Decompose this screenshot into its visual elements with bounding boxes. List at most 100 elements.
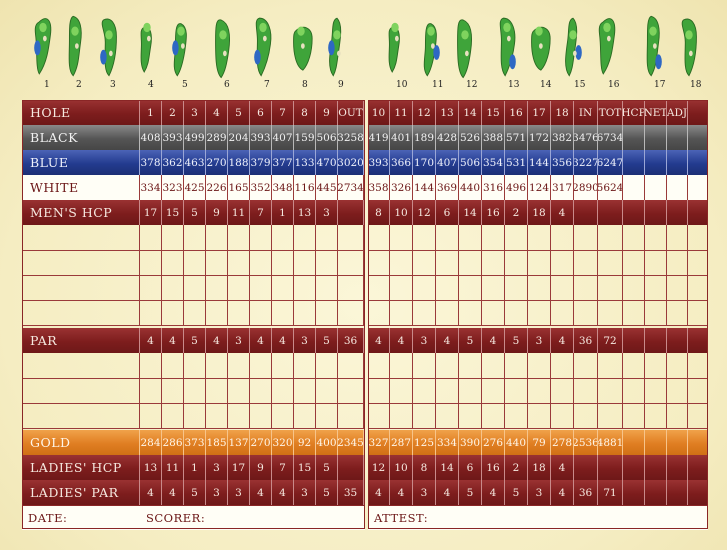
score-cell[interactable] — [206, 250, 228, 275]
score-cell[interactable] — [338, 378, 364, 403]
score-entry-row[interactable] — [368, 300, 708, 326]
score-cell[interactable] — [598, 353, 623, 378]
score-cell[interactable] — [184, 353, 206, 378]
score-cell[interactable] — [250, 250, 272, 275]
score-cell[interactable] — [316, 250, 338, 275]
score-cell[interactable] — [598, 275, 623, 300]
score-cell[interactable] — [623, 175, 645, 200]
score-cell[interactable] — [413, 353, 436, 378]
score-entry-row[interactable] — [368, 275, 708, 301]
score-cell[interactable] — [667, 480, 688, 505]
score-cell[interactable] — [623, 225, 645, 250]
score-cell[interactable] — [528, 300, 551, 325]
score-cell[interactable] — [598, 200, 623, 225]
score-cell[interactable] — [667, 225, 688, 250]
score-cell[interactable] — [645, 403, 667, 428]
score-cell[interactable] — [528, 250, 551, 275]
score-cell[interactable] — [667, 150, 688, 175]
score-entry-row[interactable] — [22, 250, 365, 276]
score-cell[interactable] — [528, 225, 551, 250]
score-cell[interactable] — [338, 275, 364, 300]
score-cell[interactable] — [598, 403, 623, 428]
score-cell[interactable] — [250, 275, 272, 300]
score-cell[interactable] — [250, 353, 272, 378]
score-cell[interactable] — [667, 430, 688, 455]
score-cell[interactable] — [645, 150, 667, 175]
score-cell[interactable] — [338, 403, 364, 428]
score-cell[interactable] — [505, 353, 528, 378]
score-cell[interactable] — [667, 455, 688, 480]
score-cell[interactable] — [528, 403, 551, 428]
score-cell[interactable] — [368, 275, 390, 300]
score-cell[interactable] — [623, 455, 645, 480]
score-cell[interactable] — [667, 200, 688, 225]
score-cell[interactable] — [623, 275, 645, 300]
score-cell[interactable] — [598, 378, 623, 403]
score-cell[interactable] — [623, 300, 645, 325]
score-cell[interactable] — [228, 378, 250, 403]
score-cell[interactable] — [338, 250, 364, 275]
score-cell[interactable] — [645, 378, 667, 403]
score-cell[interactable] — [574, 378, 598, 403]
row-label[interactable] — [22, 300, 140, 325]
score-cell[interactable] — [551, 378, 574, 403]
score-cell[interactable] — [184, 378, 206, 403]
score-cell[interactable] — [184, 300, 206, 325]
score-cell[interactable] — [667, 378, 688, 403]
score-cell[interactable] — [294, 275, 316, 300]
score-cell[interactable] — [574, 200, 598, 225]
score-cell[interactable] — [140, 225, 162, 250]
score-cell[interactable] — [272, 378, 294, 403]
score-cell[interactable] — [623, 378, 645, 403]
score-cell[interactable] — [316, 300, 338, 325]
score-cell[interactable] — [623, 480, 645, 505]
score-cell[interactable] — [505, 378, 528, 403]
score-cell[interactable] — [551, 225, 574, 250]
score-cell[interactable] — [338, 200, 364, 225]
score-entry-row[interactable] — [368, 353, 708, 379]
score-cell[interactable] — [272, 250, 294, 275]
score-cell[interactable] — [667, 353, 688, 378]
score-cell[interactable] — [482, 250, 505, 275]
score-cell[interactable] — [294, 300, 316, 325]
score-cell[interactable] — [667, 403, 688, 428]
score-entry-row[interactable] — [22, 275, 365, 301]
score-cell[interactable] — [598, 455, 623, 480]
score-cell[interactable] — [390, 225, 413, 250]
score-cell[interactable] — [368, 225, 390, 250]
score-cell[interactable] — [436, 300, 459, 325]
score-cell[interactable] — [228, 300, 250, 325]
scorer-field[interactable]: SCORER: — [146, 511, 206, 525]
score-cell[interactable] — [436, 378, 459, 403]
score-entry-row[interactable] — [368, 403, 708, 429]
score-cell[interactable] — [390, 300, 413, 325]
score-entry-row[interactable] — [368, 250, 708, 276]
score-cell[interactable] — [436, 403, 459, 428]
score-entry-row[interactable] — [22, 378, 365, 404]
score-cell[interactable] — [574, 403, 598, 428]
score-cell[interactable] — [272, 275, 294, 300]
score-cell[interactable] — [645, 480, 667, 505]
score-cell[interactable] — [140, 250, 162, 275]
score-cell[interactable] — [228, 275, 250, 300]
score-cell[interactable] — [459, 225, 482, 250]
score-cell[interactable] — [459, 300, 482, 325]
score-cell[interactable] — [206, 275, 228, 300]
score-cell[interactable] — [316, 353, 338, 378]
score-cell[interactable] — [368, 378, 390, 403]
attest-field[interactable]: ATTEST: — [374, 511, 429, 525]
score-cell[interactable] — [206, 225, 228, 250]
score-cell[interactable] — [316, 225, 338, 250]
score-cell[interactable] — [645, 328, 667, 353]
score-cell[interactable] — [645, 300, 667, 325]
score-cell[interactable] — [390, 403, 413, 428]
score-cell[interactable] — [250, 403, 272, 428]
score-cell[interactable] — [338, 353, 364, 378]
score-cell[interactable] — [184, 225, 206, 250]
date-field[interactable]: DATE: — [28, 511, 68, 525]
score-cell[interactable] — [184, 250, 206, 275]
score-cell[interactable] — [623, 250, 645, 275]
score-entry-row[interactable] — [22, 225, 365, 251]
score-cell[interactable] — [162, 300, 184, 325]
row-label[interactable] — [22, 353, 140, 378]
